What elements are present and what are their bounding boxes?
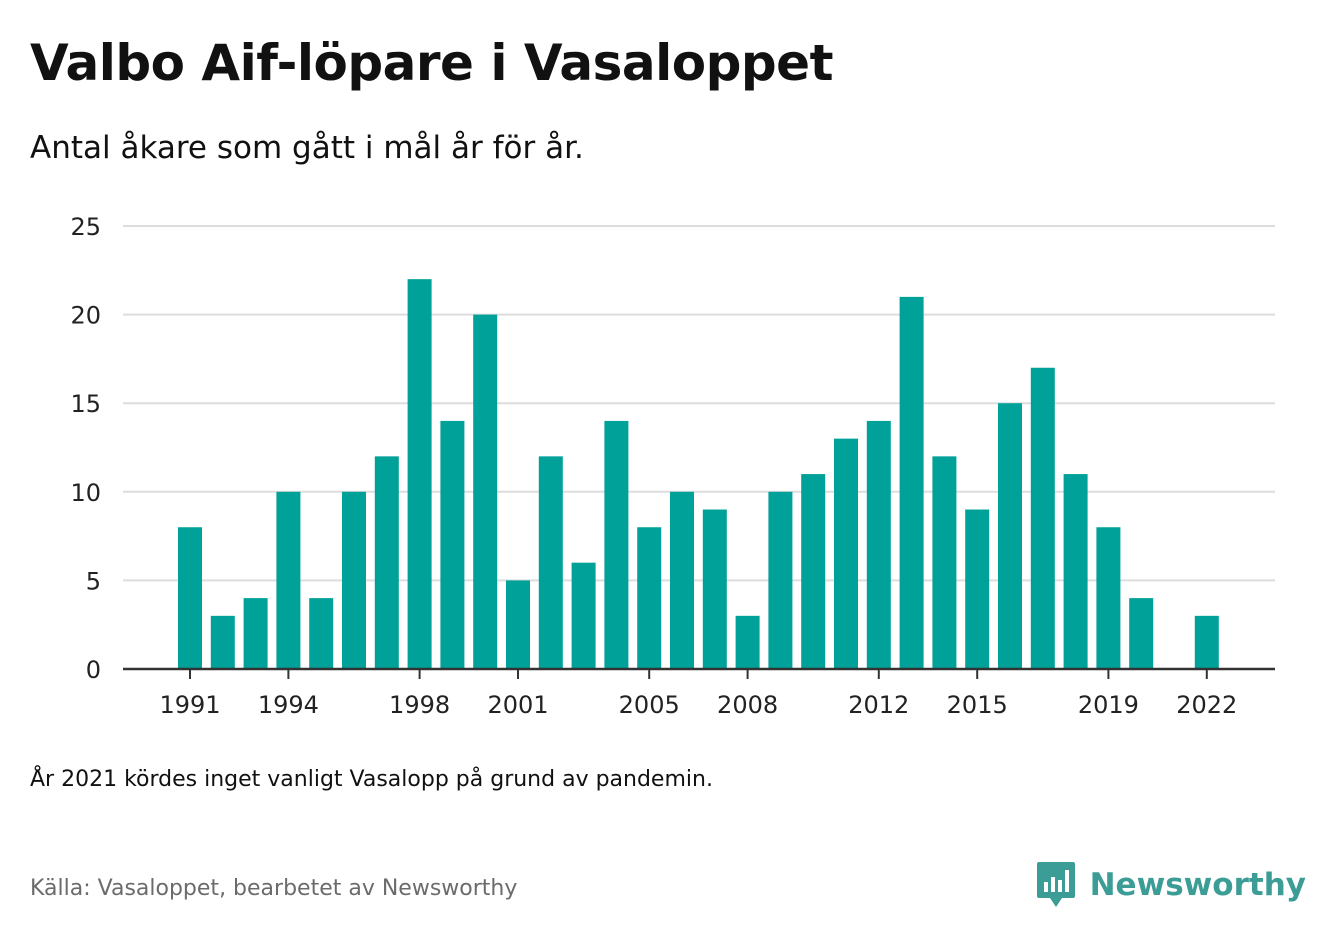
x-tick-label: 2012 (848, 691, 909, 719)
bar-2015 (965, 509, 990, 669)
bar-2012 (866, 420, 891, 669)
bar-2019 (1096, 527, 1121, 669)
y-tick-label: 0 (86, 656, 101, 684)
x-tick-label: 2022 (1176, 691, 1237, 719)
bar-chart: 0 5 10 15 20 25 1991 1994 1998 2001 2005 2008 2012 2… (70, 213, 1275, 719)
x-tick-label: 2005 (619, 691, 680, 719)
y-tick-label: 25 (70, 213, 101, 241)
bar-2018 (1063, 474, 1088, 669)
chart-title: Valbo Aif-löpare i Vasaloppet (30, 34, 833, 92)
x-tick-label: 2019 (1078, 691, 1139, 719)
bar-2008 (735, 615, 760, 669)
x-tick-label: 2008 (717, 691, 778, 719)
bar-2001 (506, 580, 530, 669)
bar-2006 (670, 491, 694, 669)
newsworthy-logo-icon (1036, 862, 1075, 907)
bar-2017 (1030, 367, 1055, 669)
bar-2009 (768, 491, 793, 669)
brand-logo: Newsworthy (1036, 860, 1306, 910)
bar-2002 (538, 456, 563, 669)
bar-1992 (210, 615, 235, 669)
bar-1999 (440, 420, 465, 669)
y-axis-ticks: 0 5 10 15 20 25 (70, 213, 101, 684)
bar-1991 (178, 527, 202, 669)
bar-2000 (473, 314, 498, 669)
bar-1995 (309, 598, 334, 669)
bar-2020 (1129, 598, 1154, 669)
bar-1994 (276, 491, 301, 669)
bar-1993 (243, 598, 268, 669)
bar-1998 (407, 279, 432, 669)
x-axis-ticks: 1991 1994 1998 2001 2005 2008 2012 2015 2019 2022 (159, 669, 1237, 719)
y-tick-label: 15 (70, 390, 101, 418)
bar-2013 (899, 296, 924, 669)
y-tick-label: 10 (70, 479, 101, 507)
bar-2014 (932, 456, 957, 669)
bar-2011 (834, 438, 858, 669)
x-tick-label: 1994 (258, 691, 319, 719)
x-tick-label: 2015 (947, 691, 1008, 719)
chart-subtitle: Antal åkare som gått i mål år för år. (30, 130, 584, 166)
x-tick-label: 1991 (159, 691, 220, 719)
x-tick-label: 1998 (389, 691, 450, 719)
y-tick-label: 20 (70, 302, 101, 330)
bar-2010 (801, 474, 826, 669)
bar-2016 (998, 403, 1022, 669)
bar-2007 (702, 509, 727, 669)
y-tick-label: 5 (86, 567, 101, 595)
x-tick-label: 2001 (487, 691, 548, 719)
chart-note: År 2021 kördes inget vanligt Vasalopp på… (30, 767, 713, 792)
bar-1997 (374, 456, 399, 669)
source-text: Källa: Vasaloppet, bearbetet av Newswort… (30, 876, 518, 901)
bar-2022 (1194, 615, 1219, 669)
bar-2003 (571, 562, 596, 669)
bars (178, 279, 1219, 669)
bar-1996 (342, 491, 366, 669)
brand-name: Newsworthy (1089, 867, 1306, 903)
bar-2004 (604, 420, 629, 669)
bar-2005 (637, 527, 662, 669)
